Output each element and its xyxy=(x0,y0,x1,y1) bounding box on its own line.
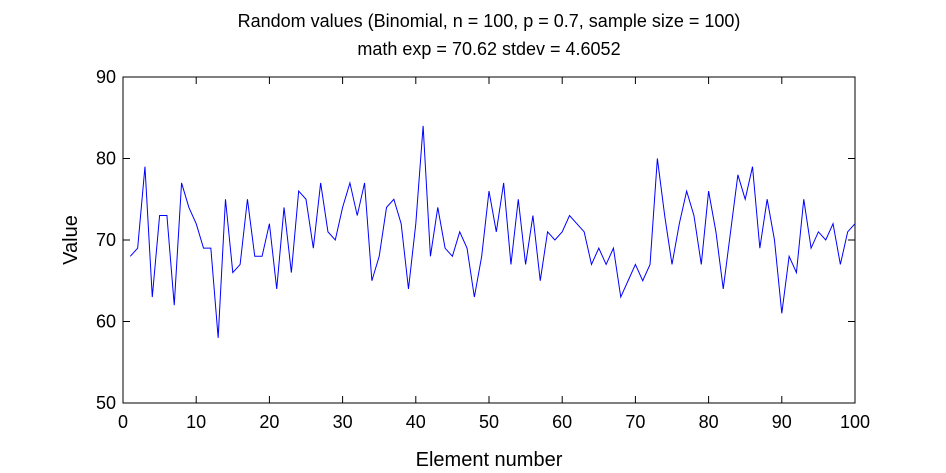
y-tick-label: 90 xyxy=(96,67,116,87)
axis-ticks: 0 10 20 30 40 50 60 70 80 90 100 50 60 70 80 90 xyxy=(96,67,870,432)
y-tick-label: 70 xyxy=(96,230,116,250)
x-tick-label: 50 xyxy=(479,412,499,432)
x-tick-label: 70 xyxy=(625,412,645,432)
x-tick-label: 90 xyxy=(772,412,792,432)
y-tick-label: 50 xyxy=(96,393,116,413)
x-tick-label: 80 xyxy=(699,412,719,432)
x-tick-label: 30 xyxy=(333,412,353,432)
chart-title: Random values (Binomial, n = 100, p = 0.… xyxy=(238,11,741,31)
series-layer xyxy=(129,125,856,338)
x-tick-label: 10 xyxy=(186,412,206,432)
x-tick-label: 60 xyxy=(552,412,572,432)
x-axis-label: Element number xyxy=(416,449,563,471)
x-tick-label: 20 xyxy=(259,412,279,432)
x-tick-label: 40 xyxy=(406,412,426,432)
series-line xyxy=(129,125,856,338)
y-axis-label: Value xyxy=(60,215,82,265)
chart-subtitle: math exp = 70.62 stdev = 4.6052 xyxy=(357,39,620,59)
x-tick-label: 0 xyxy=(118,412,128,432)
x-tick-label: 100 xyxy=(840,412,870,432)
plot-area xyxy=(122,76,856,404)
y-tick-label: 60 xyxy=(96,312,116,332)
y-tick-label: 80 xyxy=(96,149,116,169)
